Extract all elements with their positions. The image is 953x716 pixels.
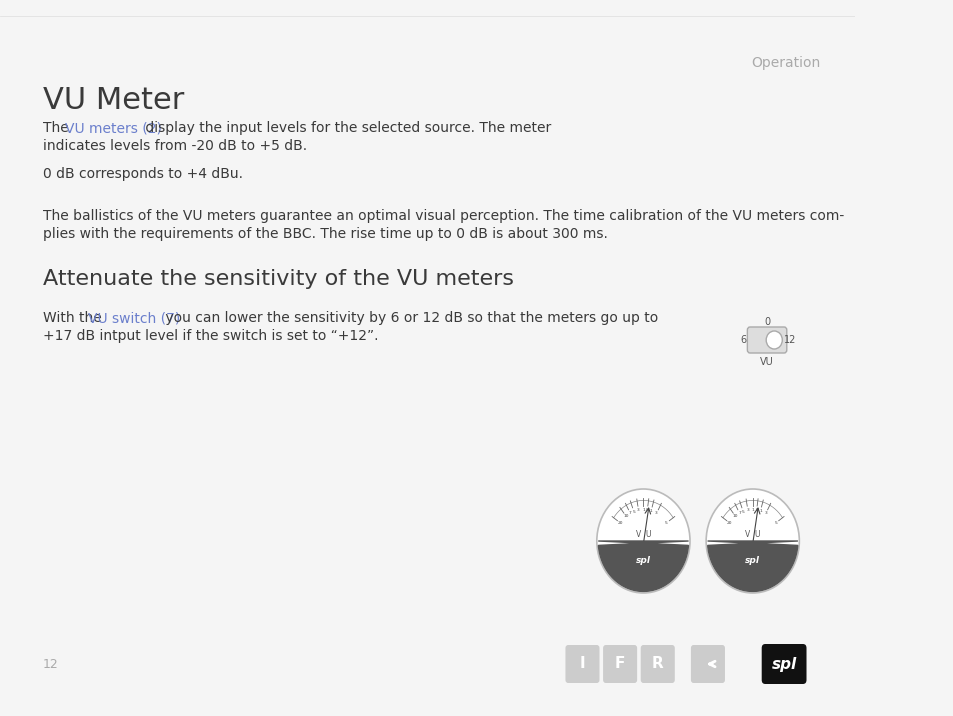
FancyBboxPatch shape bbox=[602, 645, 637, 683]
Text: 20: 20 bbox=[618, 521, 622, 525]
Text: 5: 5 bbox=[741, 510, 744, 513]
Text: Operation: Operation bbox=[751, 56, 820, 70]
Text: 3: 3 bbox=[655, 511, 658, 516]
Text: VU switch (7): VU switch (7) bbox=[88, 311, 180, 325]
Text: +17 dB intput level if the switch is set to “+12”.: +17 dB intput level if the switch is set… bbox=[43, 329, 378, 343]
Text: spl: spl bbox=[636, 556, 650, 565]
FancyBboxPatch shape bbox=[760, 644, 805, 684]
Text: 1: 1 bbox=[759, 509, 761, 513]
Text: 7: 7 bbox=[738, 511, 740, 516]
FancyBboxPatch shape bbox=[746, 327, 786, 353]
Text: spl: spl bbox=[771, 657, 796, 672]
Text: plies with the requirements of the BBC. The rise time up to 0 dB is about 300 ms: plies with the requirements of the BBC. … bbox=[43, 227, 607, 241]
Text: VU meters (2): VU meters (2) bbox=[66, 121, 162, 135]
Text: 1: 1 bbox=[641, 508, 644, 512]
Text: I: I bbox=[579, 657, 585, 672]
Text: VU Meter: VU Meter bbox=[43, 86, 184, 115]
Text: Attenuate the sensitivity of the VU meters: Attenuate the sensitivity of the VU mete… bbox=[43, 269, 514, 289]
Text: 3: 3 bbox=[637, 508, 639, 512]
Circle shape bbox=[640, 541, 645, 546]
Text: VU: VU bbox=[760, 357, 773, 367]
Text: 20: 20 bbox=[726, 521, 732, 525]
Text: 10: 10 bbox=[623, 514, 628, 518]
Text: 3: 3 bbox=[763, 511, 766, 516]
Polygon shape bbox=[707, 541, 797, 591]
Text: 3: 3 bbox=[746, 508, 748, 512]
Text: 5: 5 bbox=[664, 521, 667, 525]
Text: 10: 10 bbox=[732, 514, 738, 518]
Text: 7: 7 bbox=[628, 511, 631, 516]
Circle shape bbox=[765, 331, 781, 349]
Text: The ballistics of the VU meters guarantee an optimal visual perception. The time: The ballistics of the VU meters guarante… bbox=[43, 209, 843, 223]
Text: With the: With the bbox=[43, 311, 106, 325]
Text: 12: 12 bbox=[783, 335, 796, 345]
Circle shape bbox=[597, 489, 689, 593]
FancyBboxPatch shape bbox=[640, 645, 674, 683]
Text: 0: 0 bbox=[645, 508, 648, 512]
Text: 12: 12 bbox=[43, 657, 59, 670]
Text: 0 dB corresponds to +4 dBu.: 0 dB corresponds to +4 dBu. bbox=[43, 167, 243, 181]
Text: spl: spl bbox=[744, 556, 760, 565]
Text: 6: 6 bbox=[740, 335, 746, 345]
Text: R: R bbox=[651, 657, 663, 672]
FancyBboxPatch shape bbox=[565, 645, 598, 683]
Text: F: F bbox=[615, 657, 624, 672]
Text: 0: 0 bbox=[763, 317, 769, 327]
Circle shape bbox=[705, 489, 799, 593]
Text: 0: 0 bbox=[755, 508, 758, 512]
Text: V  U: V U bbox=[744, 531, 760, 539]
Text: 5: 5 bbox=[774, 521, 777, 525]
Text: The: The bbox=[43, 121, 73, 135]
Circle shape bbox=[750, 541, 754, 546]
Text: 5: 5 bbox=[632, 510, 635, 513]
Text: 1: 1 bbox=[649, 509, 652, 513]
Text: you can lower the sensitivity by 6 or 12 dB so that the meters go up to: you can lower the sensitivity by 6 or 12… bbox=[161, 311, 658, 325]
Text: indicates levels from -20 dB to +5 dB.: indicates levels from -20 dB to +5 dB. bbox=[43, 139, 307, 153]
FancyBboxPatch shape bbox=[690, 645, 724, 683]
Text: display the input levels for the selected source. The meter: display the input levels for the selecte… bbox=[140, 121, 551, 135]
Text: 1: 1 bbox=[751, 508, 753, 512]
Polygon shape bbox=[598, 541, 688, 591]
Text: V  U: V U bbox=[635, 531, 651, 539]
